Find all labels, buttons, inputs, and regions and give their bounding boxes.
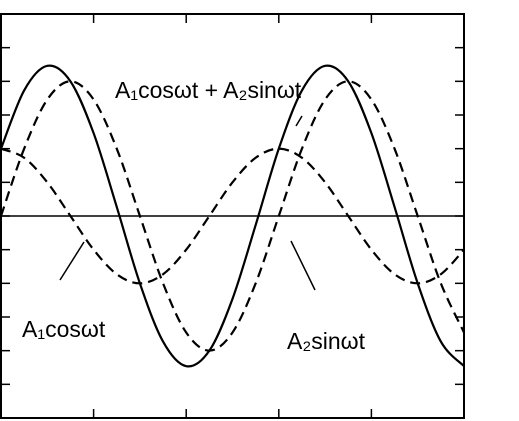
arrow — [59, 241, 85, 281]
series-label: A₁cosωt — [22, 316, 106, 342]
series-line — [0, 80, 465, 352]
series-label: A₂sinωt — [287, 328, 366, 354]
series-line — [0, 64, 465, 368]
arrow — [295, 115, 303, 127]
series-label: A₁cosωt + A₂sinωt — [115, 77, 302, 103]
arrow — [290, 240, 316, 291]
series-line — [0, 147, 465, 285]
